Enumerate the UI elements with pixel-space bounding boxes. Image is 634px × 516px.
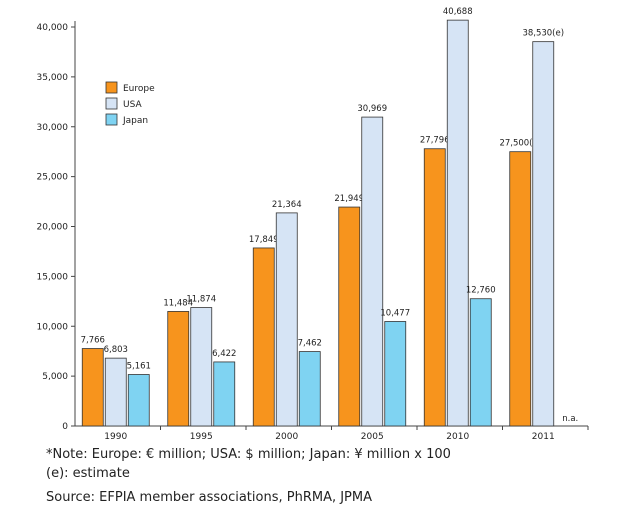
data-label: 11,874	[186, 295, 216, 305]
bar-europe	[252, 247, 275, 427]
legend-label-europe: Europe	[123, 84, 155, 94]
legend-swatch-usa	[105, 97, 118, 110]
legend-label-usa: USA	[123, 100, 142, 110]
bar-chart: 0 5,000 10,000 15,000 20,000 25,000 30,000 35,0…	[37, 7, 589, 440]
data-label: 11,484	[163, 298, 193, 308]
y-tick-label: 0	[62, 422, 68, 432]
legend-swatch-japan	[105, 113, 118, 126]
bar-usa	[532, 41, 555, 427]
y-tick-label: 10,000	[37, 322, 69, 332]
y-tick-label: 35,000	[37, 73, 69, 83]
bar-europe	[167, 311, 190, 427]
data-label: 7,462	[298, 339, 322, 349]
x-tick-label: 2005	[361, 432, 384, 440]
data-label: 12,760	[466, 286, 496, 296]
data-label: 27,796	[420, 136, 450, 146]
x-tick-label: 1995	[190, 432, 213, 440]
data-label: 6,803	[104, 345, 128, 355]
bar-europe	[81, 348, 104, 427]
bar-japan	[469, 298, 492, 427]
bar-usa	[446, 19, 469, 427]
x-tick-label: 2011	[532, 432, 555, 440]
x-tick-label: 1990	[104, 432, 127, 440]
data-label: 40,688	[443, 7, 473, 17]
note-estimate: (e): estimate	[46, 466, 130, 481]
x-tick-label: 2010	[446, 432, 469, 440]
data-label: 17,849	[249, 235, 279, 245]
bar-usa	[361, 116, 384, 427]
data-label: 7,766	[81, 336, 105, 346]
y-tick-label: 40,000	[37, 23, 69, 33]
data-label: 38,530(e)	[522, 29, 564, 39]
y-tick-label: 5,000	[42, 372, 68, 382]
x-tick-label: 2000	[275, 432, 298, 440]
data-label: 27,500(e)	[499, 139, 541, 149]
y-tick-label: 30,000	[37, 123, 69, 133]
bar-usa	[190, 307, 213, 427]
data-label: 21,949	[334, 194, 364, 204]
bar-europe	[338, 206, 361, 427]
bar-europe	[509, 151, 532, 427]
data-label: 21,364	[272, 200, 302, 210]
note-units: *Note: Europe: € million; USA: $ million…	[46, 447, 451, 462]
data-label: 30,969	[357, 104, 387, 114]
legend-swatch-europe	[105, 81, 118, 94]
y-tick-label: 25,000	[37, 173, 69, 183]
data-label: 6,422	[212, 349, 236, 359]
y-tick-label: 20,000	[37, 223, 69, 233]
bar-usa	[275, 212, 298, 427]
bar-japan	[213, 361, 236, 427]
chart-notes: *Note: Europe: € million; USA: $ million…	[46, 445, 451, 507]
data-label: n.a.	[562, 414, 578, 424]
bar-japan	[384, 321, 407, 427]
bar-europe	[423, 148, 446, 427]
source-line: Source: EFPIA member associations, PhRMA…	[46, 490, 373, 505]
bar-usa	[104, 357, 127, 427]
legend-label-japan: Japan	[122, 116, 148, 126]
data-label: 5,161	[127, 362, 151, 372]
y-tick-label: 15,000	[37, 272, 69, 282]
data-label: 10,477	[380, 308, 410, 318]
bar-japan	[127, 374, 150, 427]
bar-japan	[298, 351, 321, 427]
